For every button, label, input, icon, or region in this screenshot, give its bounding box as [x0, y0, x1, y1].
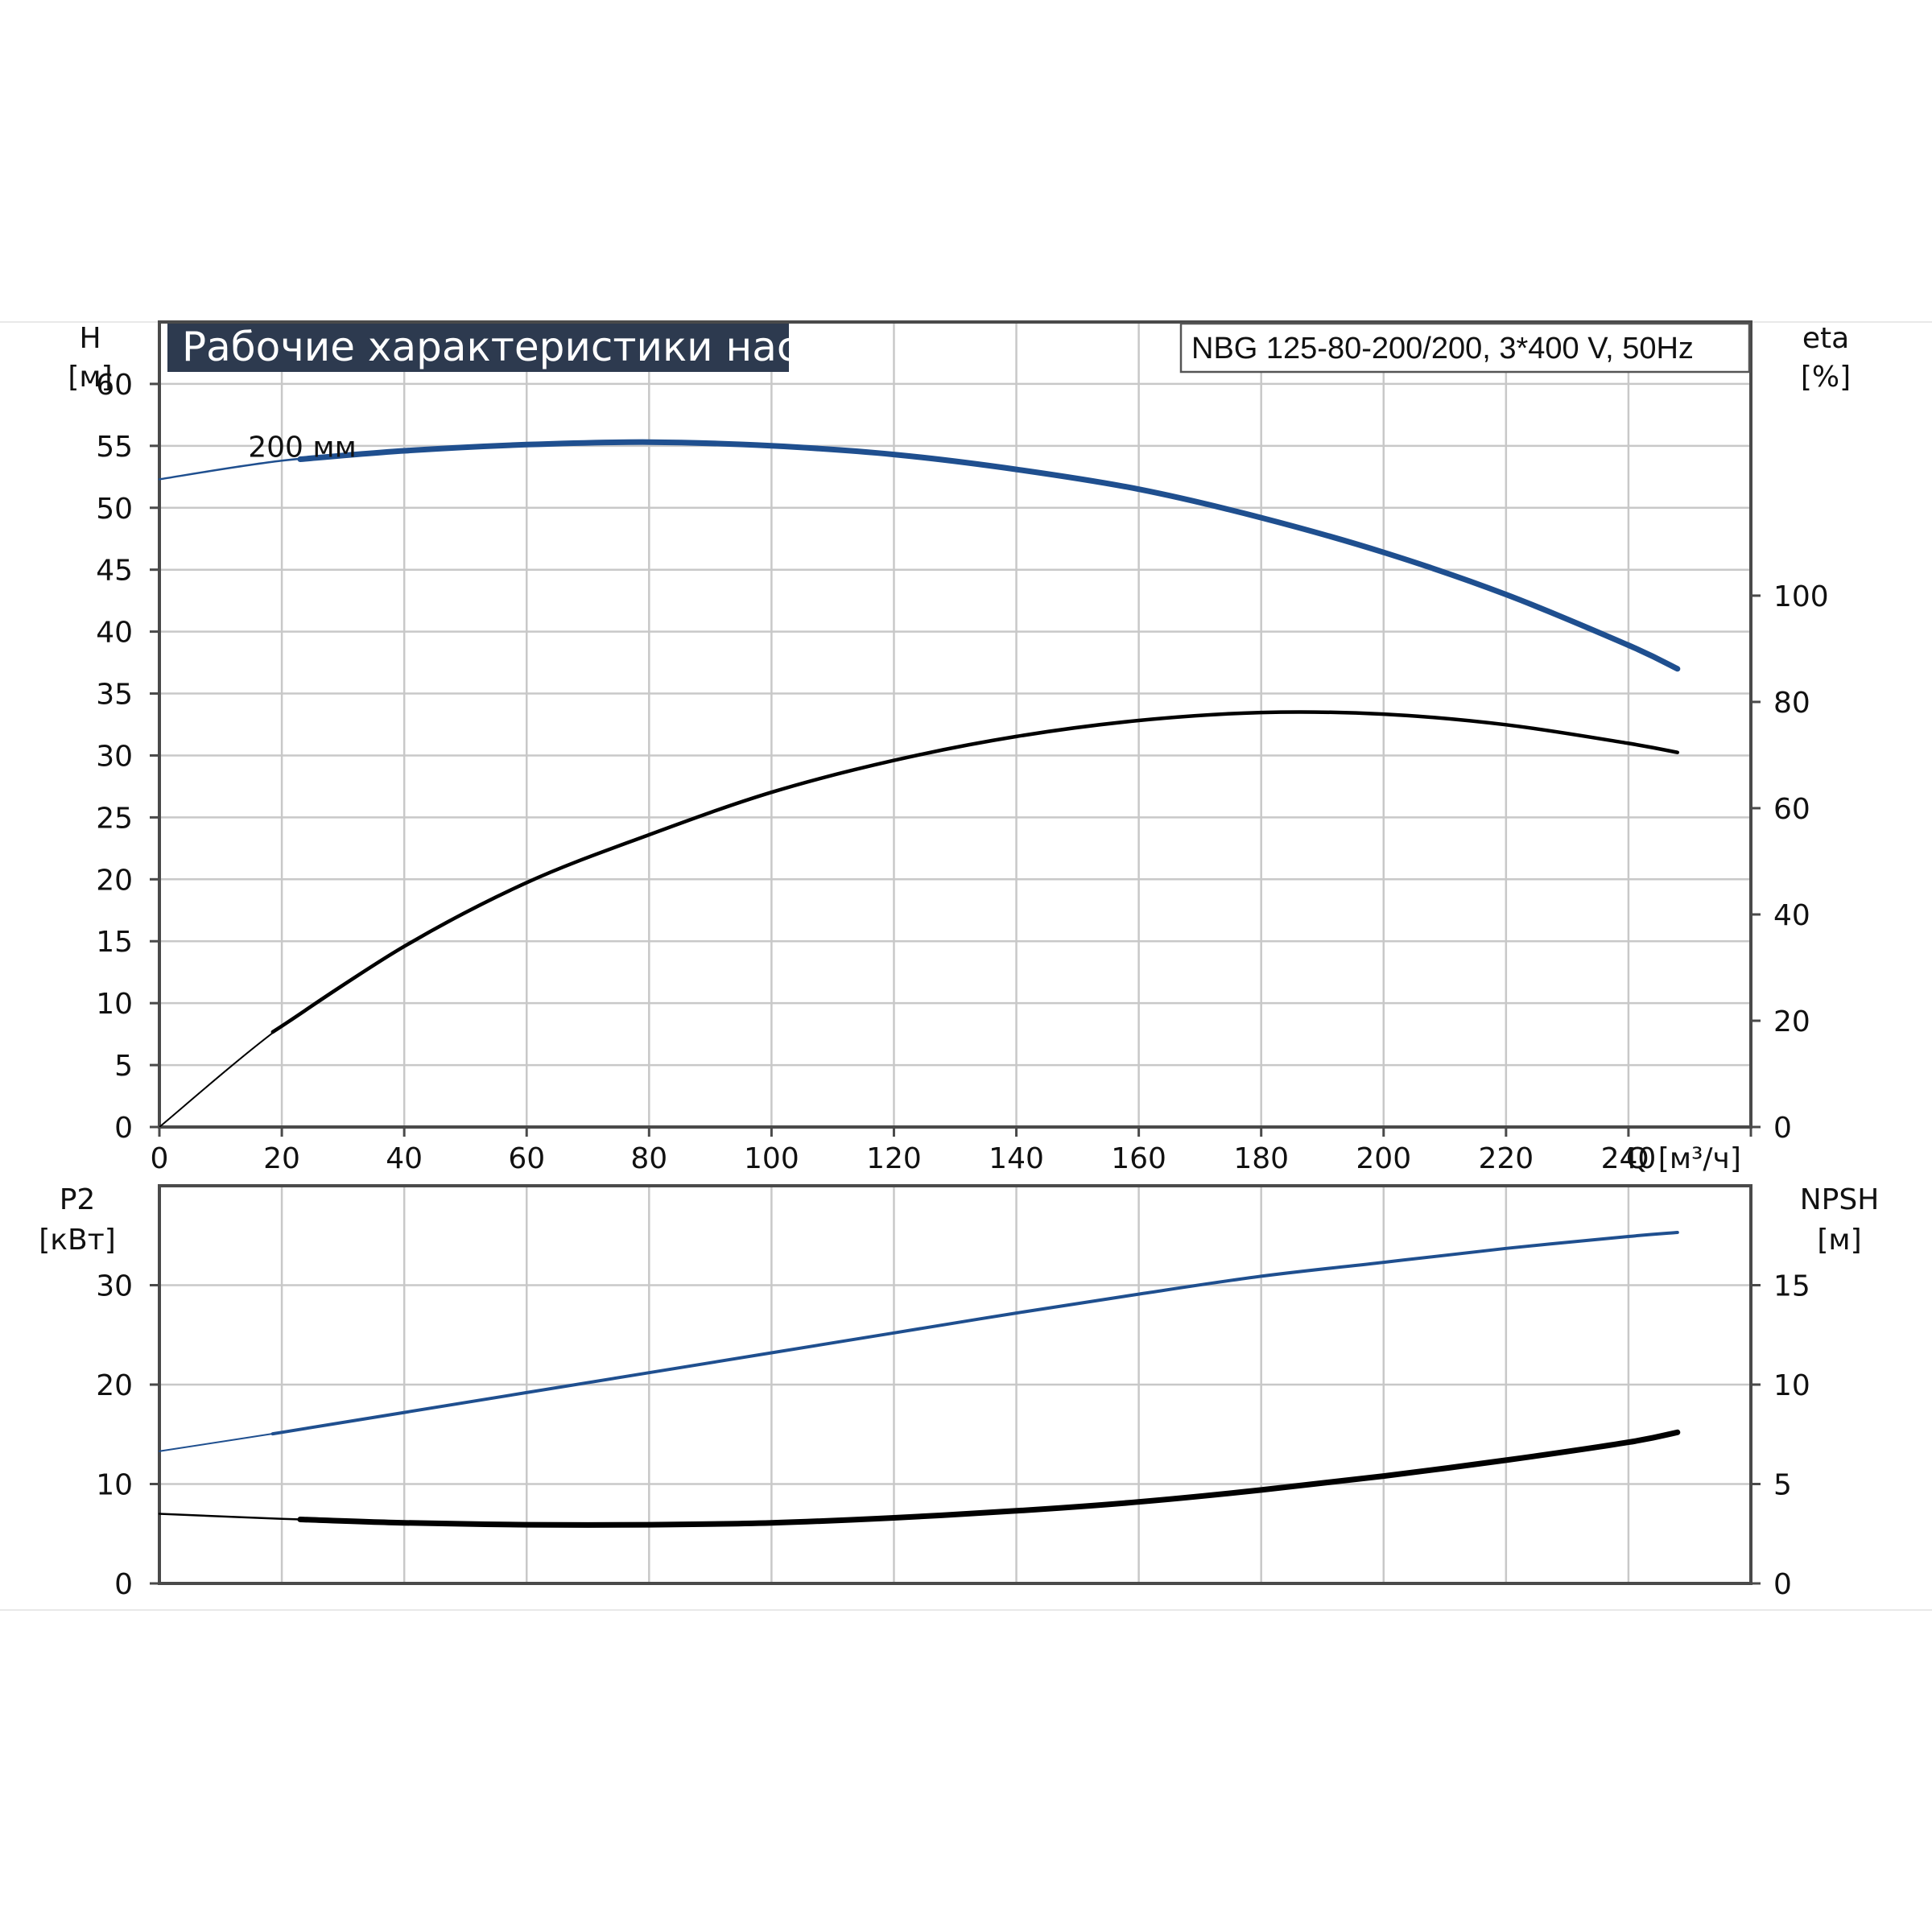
lower-right-tick-label: 5 — [1773, 1469, 1792, 1502]
lower-left-axis-unit: [кВт] — [39, 1224, 116, 1257]
upper-left-axis-unit: [м] — [68, 361, 112, 394]
upper-left-tick-label: 5 — [114, 1050, 133, 1083]
upper-left-tick-label: 35 — [96, 679, 133, 712]
upper-left-tick-label: 20 — [96, 864, 133, 897]
chart-title-box: Рабочие характеристики насоса — [167, 324, 870, 372]
lower-left-tick-label: 30 — [96, 1270, 133, 1303]
x-tick-label: 240 — [1601, 1142, 1657, 1175]
upper-left-tick-label: 60 — [96, 369, 133, 402]
upper-left-tick-label: 25 — [96, 802, 133, 835]
x-tick-label: 100 — [744, 1142, 799, 1175]
upper-right-tick-label: 60 — [1773, 793, 1810, 826]
x-tick-label: 220 — [1478, 1142, 1534, 1175]
npsh-curve — [297, 1429, 1681, 1528]
head-curve — [297, 439, 1681, 672]
x-tick-label: 160 — [1111, 1142, 1166, 1175]
chart-title: Рабочие характеристики насоса — [182, 324, 870, 370]
upper-plot-frame — [158, 320, 1752, 1129]
model-label-box: NBG 125-80-200/200, 3*400 V, 50Hz — [1179, 322, 1751, 374]
lower-left-tick-label: 20 — [96, 1369, 133, 1402]
lower-plot-grid — [159, 1186, 1751, 1583]
upper-left-tick-label: 0 — [114, 1112, 133, 1145]
x-tick-label: 140 — [989, 1142, 1044, 1175]
power-curve — [270, 1231, 1679, 1436]
lower-right-tick-label: 0 — [1773, 1568, 1792, 1601]
upper-left-tick-label: 30 — [96, 740, 133, 773]
chart-curves: 200 мм — [158, 431, 1681, 1528]
efficiency-curve — [270, 710, 1680, 1034]
x-tick-label: 200 — [1356, 1142, 1411, 1175]
upper-right-tick-label: 40 — [1773, 899, 1810, 932]
upper-right-tick-label: 20 — [1773, 1005, 1810, 1038]
lower-left-tick-label: 0 — [114, 1568, 133, 1601]
upper-left-tick-label: 15 — [96, 926, 133, 959]
x-tick-label: 80 — [630, 1142, 667, 1175]
x-tick-label: 180 — [1233, 1142, 1289, 1175]
upper-right-tick-label: 0 — [1773, 1112, 1792, 1145]
upper-left-tick-label: 45 — [96, 555, 133, 588]
upper-right-tick-label: 80 — [1773, 687, 1810, 720]
upper-left-tick-label: 55 — [96, 431, 133, 464]
x-axis-label: Q [м³/ч] — [1626, 1142, 1741, 1175]
lower-left-tick-label: 10 — [96, 1469, 133, 1502]
x-tick-label: 120 — [866, 1142, 922, 1175]
tick-labels: 0 20 40 60 80 100 120 140 160 180 200 220 2400510152… — [96, 369, 1829, 1601]
model-label-frame — [1179, 322, 1751, 374]
x-tick-label: 20 — [263, 1142, 300, 1175]
lower-right-tick-label: 10 — [1773, 1369, 1810, 1402]
upper-left-tick-label: 40 — [96, 617, 133, 650]
x-tick-label: 0 — [151, 1142, 169, 1175]
lower-right-axis-unit: [м] — [1817, 1224, 1861, 1257]
lower-right-tick-label: 15 — [1773, 1270, 1810, 1303]
upper-right-axis-label: eta — [1802, 322, 1849, 355]
upper-right-tick-label: 100 — [1773, 580, 1829, 613]
upper-left-tick-label: 50 — [96, 493, 133, 526]
model-label: NBG 125-80-200/200, 3*400 V, 50Hz — [1191, 332, 1694, 365]
upper-left-axis-label: H — [79, 322, 101, 355]
head-curve-label: 200 мм — [248, 431, 356, 464]
lower-left-axis-label: P2 — [60, 1183, 96, 1216]
upper-left-tick-label: 10 — [96, 988, 133, 1021]
chart-title-background — [167, 324, 789, 372]
lower-right-axis-label: NPSH — [1800, 1183, 1880, 1216]
x-tick-label: 60 — [508, 1142, 545, 1175]
upper-right-axis-unit: [%] — [1801, 361, 1851, 394]
x-tick-label: 40 — [386, 1142, 423, 1175]
